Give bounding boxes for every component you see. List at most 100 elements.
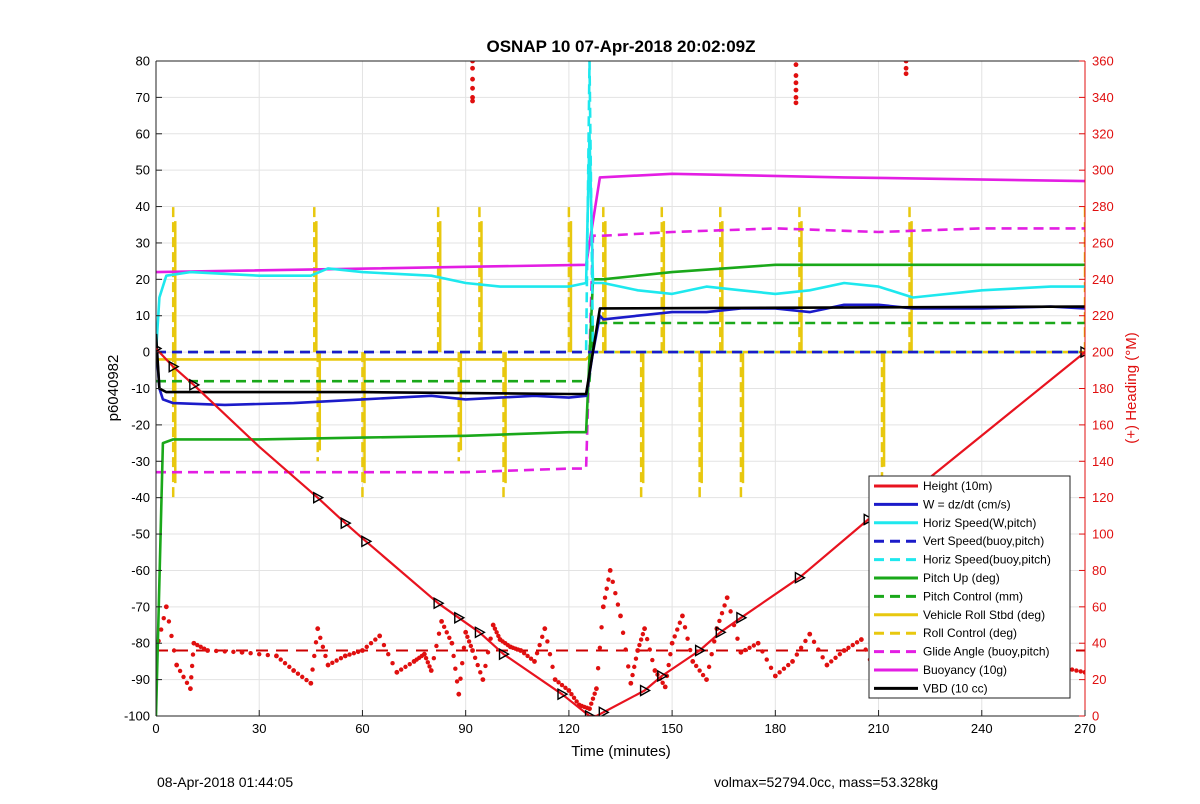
series-line-buoyancy-10g bbox=[156, 172, 1085, 274]
heading-point bbox=[325, 662, 331, 668]
heading-point bbox=[444, 630, 449, 635]
heading-point bbox=[735, 636, 740, 641]
heading-point bbox=[618, 613, 623, 619]
heading-point bbox=[313, 640, 319, 645]
heading-point bbox=[706, 664, 712, 670]
heading-point bbox=[174, 662, 180, 668]
heading-point bbox=[518, 648, 524, 653]
heading-point bbox=[630, 672, 635, 678]
heading-point bbox=[1082, 669, 1085, 675]
heading-point bbox=[189, 675, 194, 680]
heading-point bbox=[626, 664, 631, 669]
heading-point bbox=[496, 633, 501, 639]
heading-point bbox=[222, 649, 228, 654]
heading-point bbox=[373, 637, 378, 642]
heading-point bbox=[315, 626, 321, 632]
heading-point bbox=[615, 602, 621, 607]
heading-point bbox=[863, 647, 868, 652]
heading-point bbox=[427, 664, 432, 669]
legend-label: Vert Speed(buoy,pitch) bbox=[923, 534, 1044, 548]
legend-label: Vehicle Roll Stbd (deg) bbox=[923, 608, 1045, 622]
heading-point bbox=[312, 653, 317, 659]
heading-point bbox=[781, 666, 787, 671]
heading-point bbox=[231, 649, 236, 655]
x-tick-label: 90 bbox=[458, 721, 472, 736]
heading-point bbox=[191, 640, 197, 646]
heading-point bbox=[351, 651, 357, 656]
heading-point bbox=[300, 674, 305, 680]
heading-point bbox=[594, 686, 599, 692]
heading-point bbox=[574, 699, 579, 704]
heading-point bbox=[166, 619, 172, 624]
heading-point bbox=[633, 656, 639, 661]
heading-point bbox=[722, 603, 727, 608]
heading-point bbox=[903, 65, 909, 71]
heading-point bbox=[377, 633, 383, 639]
heading-point bbox=[755, 640, 761, 646]
heading-point bbox=[368, 641, 374, 646]
heading-point bbox=[693, 663, 699, 669]
heading-point bbox=[550, 664, 555, 670]
heading-point bbox=[161, 616, 166, 621]
heading-point bbox=[620, 630, 626, 635]
heading-point bbox=[190, 652, 196, 657]
heading-point bbox=[451, 653, 456, 659]
heading-point bbox=[201, 646, 207, 651]
height-marker bbox=[433, 597, 445, 610]
heading-point bbox=[542, 626, 548, 632]
heading-point bbox=[532, 659, 537, 664]
heading-point bbox=[483, 663, 488, 669]
y2-tick-label: 240 bbox=[1092, 272, 1114, 287]
legend-label: W = dz/dt (cm/s) bbox=[923, 497, 1011, 511]
heading-point bbox=[719, 611, 725, 616]
x-tick-label: 270 bbox=[1074, 721, 1096, 736]
heading-point bbox=[566, 688, 572, 693]
heading-point bbox=[347, 652, 352, 657]
heading-point bbox=[798, 645, 804, 650]
heading-point bbox=[403, 664, 408, 670]
heading-point bbox=[592, 691, 597, 696]
heading-point bbox=[274, 653, 279, 659]
height-marker bbox=[313, 491, 325, 504]
y-tick-label: -80 bbox=[131, 636, 150, 651]
heading-point bbox=[680, 613, 685, 619]
x-tick-label: 0 bbox=[152, 721, 159, 736]
heading-point bbox=[177, 668, 183, 674]
heading-point bbox=[590, 696, 596, 701]
y2-tick-label: 120 bbox=[1092, 490, 1114, 505]
height-marker bbox=[584, 709, 596, 716]
y2-tick-label: 280 bbox=[1092, 199, 1114, 214]
heading-point bbox=[903, 71, 909, 77]
heading-point bbox=[470, 61, 475, 64]
x-tick-label: 60 bbox=[355, 721, 369, 736]
heading-point bbox=[334, 658, 339, 663]
heading-point bbox=[669, 640, 675, 646]
heading-point bbox=[833, 655, 838, 660]
footer-date: 08-Apr-2018 01:44:05 bbox=[157, 774, 294, 790]
heading-point bbox=[589, 701, 594, 706]
heading-point bbox=[431, 656, 437, 661]
y-tick-label: 50 bbox=[136, 163, 150, 178]
heading-point bbox=[610, 579, 615, 585]
heading-point bbox=[687, 647, 693, 653]
heading-point bbox=[571, 695, 577, 701]
height-marker bbox=[794, 571, 806, 584]
heading-point bbox=[811, 639, 817, 645]
y-tick-label: 10 bbox=[136, 308, 150, 323]
heading-point bbox=[480, 677, 486, 683]
heading-point bbox=[738, 649, 744, 655]
heading-point bbox=[650, 657, 655, 663]
heading-point bbox=[772, 673, 778, 679]
heading-point bbox=[587, 706, 592, 712]
heading-point bbox=[323, 653, 328, 659]
heading-point bbox=[540, 634, 545, 640]
heading-point bbox=[632, 664, 637, 670]
heading-point bbox=[492, 626, 498, 631]
heading-point bbox=[449, 640, 455, 646]
heading-point bbox=[668, 651, 673, 657]
heading-point bbox=[465, 634, 470, 640]
heading-point bbox=[858, 637, 864, 642]
height-marker bbox=[715, 626, 727, 639]
axes: 0 30 60 90 120 150 180 210 240 270-100-90-80-70-6… bbox=[124, 54, 1114, 737]
heading-point bbox=[559, 682, 565, 688]
